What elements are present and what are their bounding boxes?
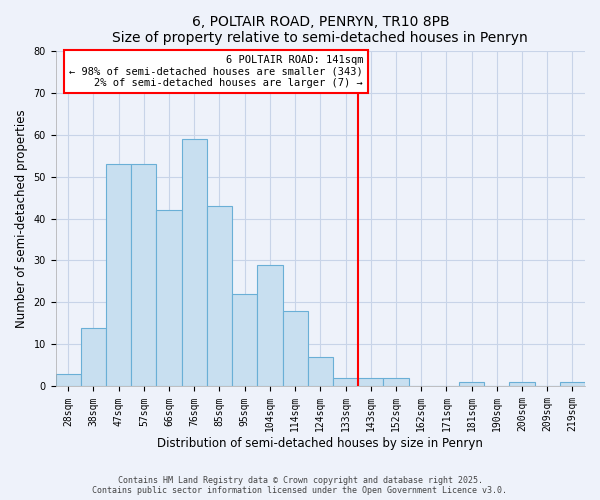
- X-axis label: Distribution of semi-detached houses by size in Penryn: Distribution of semi-detached houses by …: [157, 437, 483, 450]
- Bar: [207, 206, 232, 386]
- Bar: [106, 164, 131, 386]
- Bar: [459, 382, 484, 386]
- Bar: [283, 311, 308, 386]
- Bar: [560, 382, 585, 386]
- Bar: [131, 164, 157, 386]
- Bar: [81, 328, 106, 386]
- Bar: [383, 378, 409, 386]
- Bar: [56, 374, 81, 386]
- Text: 6 POLTAIR ROAD: 141sqm
← 98% of semi-detached houses are smaller (343)
2% of sem: 6 POLTAIR ROAD: 141sqm ← 98% of semi-det…: [70, 54, 363, 88]
- Bar: [232, 294, 257, 386]
- Text: Contains HM Land Registry data © Crown copyright and database right 2025.
Contai: Contains HM Land Registry data © Crown c…: [92, 476, 508, 495]
- Bar: [333, 378, 358, 386]
- Bar: [358, 378, 383, 386]
- Bar: [257, 264, 283, 386]
- Bar: [308, 357, 333, 386]
- Bar: [157, 210, 182, 386]
- Title: 6, POLTAIR ROAD, PENRYN, TR10 8PB
Size of property relative to semi-detached hou: 6, POLTAIR ROAD, PENRYN, TR10 8PB Size o…: [112, 15, 528, 45]
- Bar: [509, 382, 535, 386]
- Y-axis label: Number of semi-detached properties: Number of semi-detached properties: [15, 109, 28, 328]
- Bar: [182, 138, 207, 386]
